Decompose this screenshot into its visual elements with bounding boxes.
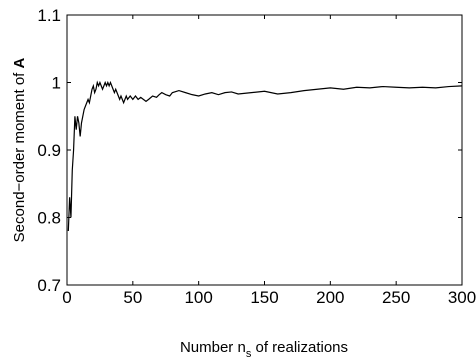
y-tick-label: 0.8 bbox=[37, 209, 61, 228]
y-axis-label-main: Second−order moment of bbox=[11, 68, 28, 242]
y-axis-label-bold: A bbox=[11, 57, 28, 68]
x-tick-label: 250 bbox=[382, 288, 410, 307]
y-tick-label: 0.9 bbox=[37, 141, 61, 160]
x-axis-label-subscript: s bbox=[246, 348, 252, 360]
x-axis-label: Number ns of realizations bbox=[180, 339, 348, 360]
y-tick-label: 0.7 bbox=[37, 276, 61, 295]
x-tick-label: 200 bbox=[316, 288, 344, 307]
y-tick-label: 1 bbox=[52, 74, 61, 93]
x-tick-label: 0 bbox=[62, 288, 71, 307]
y-axis-label: Second−order moment of A bbox=[11, 57, 28, 242]
x-tick-label: 300 bbox=[448, 288, 476, 307]
series-line bbox=[67, 80, 463, 232]
x-axis-label-rest: of realizations bbox=[251, 339, 348, 356]
x-tick-label: 150 bbox=[250, 288, 278, 307]
y-tick-label: 1.1 bbox=[37, 6, 61, 25]
x-axis-label-main: Number n bbox=[180, 339, 246, 356]
x-tick-label: 100 bbox=[184, 288, 212, 307]
x-ticks: 0 50 100 150 200 250 300 bbox=[62, 15, 476, 307]
plot-area bbox=[66, 14, 463, 286]
x-tick-label: 50 bbox=[123, 288, 142, 307]
y-ticks: 0.7 0.8 0.9 1 1.1 bbox=[37, 6, 462, 295]
